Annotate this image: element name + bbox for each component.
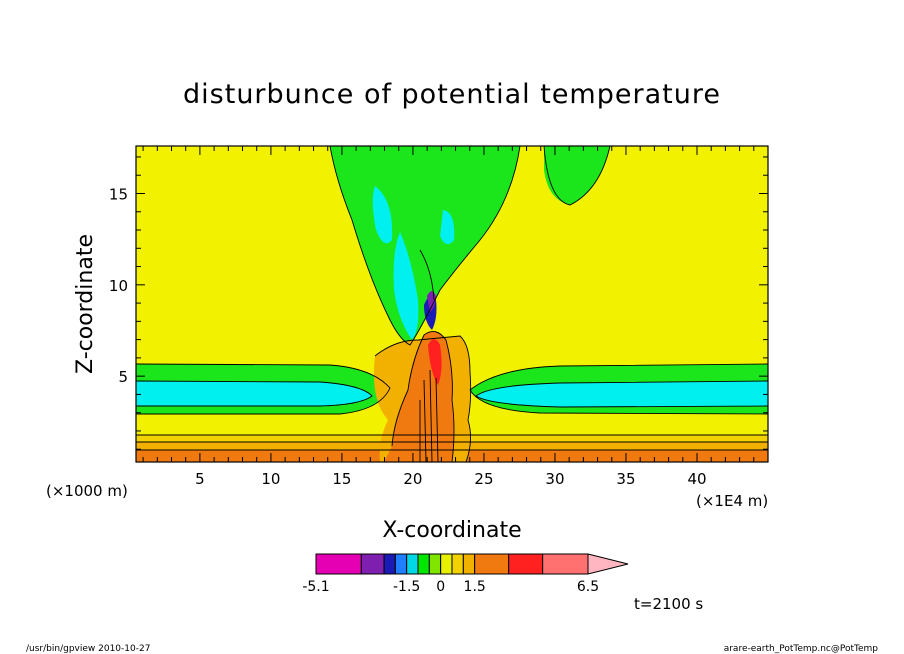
contour-lines: [136, 146, 768, 462]
contour-field: [136, 146, 768, 462]
y-tick-label: 5: [118, 368, 128, 386]
colorbar-cell: [440, 553, 453, 575]
y-tick-label: 10: [109, 277, 128, 295]
colorbar-cell: [360, 553, 385, 575]
y-axis-ticks: [136, 156, 768, 450]
colorbar-cell: [462, 553, 476, 575]
x-axis-unit-left: (×1000 m): [46, 482, 128, 500]
x-axis-tick-labels: 5 10 15 20 25 30 35 40: [195, 470, 706, 488]
colorbar-cell: [315, 553, 362, 575]
x-tick-label: 40: [687, 470, 706, 488]
x-tick-label: 10: [261, 470, 280, 488]
x-axis-title: X-coordinate: [382, 518, 521, 543]
footer-left: /usr/bin/gpview 2010-10-27: [26, 644, 150, 654]
colorbar-label: -1.5: [393, 579, 420, 595]
colorbar-label: 6.5: [577, 579, 599, 595]
region-plume-green-left-lobe: [470, 146, 500, 178]
colorbar-cell: [394, 553, 408, 575]
colorbar-cell: [542, 553, 589, 575]
chart-title: disturbunce of potential temperature: [183, 79, 721, 110]
y-tick-label: 15: [109, 185, 128, 203]
colorbar-label: 1.5: [464, 579, 486, 595]
colorbar-cell: [451, 553, 464, 575]
y-axis-tick-labels: 5 10 15: [109, 185, 128, 386]
colorbar-cell: [417, 553, 430, 575]
region-plume-cyan-2: [393, 232, 419, 340]
colorbar-cell: [383, 553, 396, 575]
colorbar-cell: [474, 553, 510, 575]
colorbar-label: -5.1: [302, 579, 329, 595]
footer-right: arare-earth_PotTemp.nc@PotTemp: [724, 644, 879, 654]
colorbar-labels: -5.1 -1.5 0 1.5 6.5: [302, 579, 599, 595]
region-plume-cyan-3: [440, 210, 455, 245]
region-right-cyan-band: [476, 381, 768, 407]
region-plume-green-right: [544, 146, 610, 205]
region-plume-cyan: [372, 186, 393, 244]
colorbar: [315, 553, 629, 575]
plot-frame: [135, 145, 769, 463]
x-tick-label: 20: [403, 470, 422, 488]
colorbar-cell: [508, 553, 544, 575]
region-left-cyan-band: [136, 381, 372, 406]
y-axis-title: Z-coordinate: [73, 234, 98, 374]
x-axis-ticks: [142, 146, 769, 462]
colorbar-arrow: [587, 553, 629, 575]
x-tick-label: 5: [195, 470, 205, 488]
region-updraft-warm-inner: [428, 339, 442, 385]
time-label: t=2100 s: [634, 595, 703, 613]
x-tick-label: 30: [545, 470, 564, 488]
x-tick-label: 25: [474, 470, 493, 488]
x-tick-label: 15: [332, 470, 351, 488]
colorbar-cell: [406, 553, 419, 575]
x-axis-unit-right: (×1E4 m): [696, 492, 768, 510]
plot-area: 5 10 15 20 25 30 35 40 5 10 15: [109, 145, 769, 488]
x-tick-label: 35: [616, 470, 635, 488]
colorbar-label: 0: [436, 579, 445, 595]
colorbar-cell: [428, 553, 442, 575]
